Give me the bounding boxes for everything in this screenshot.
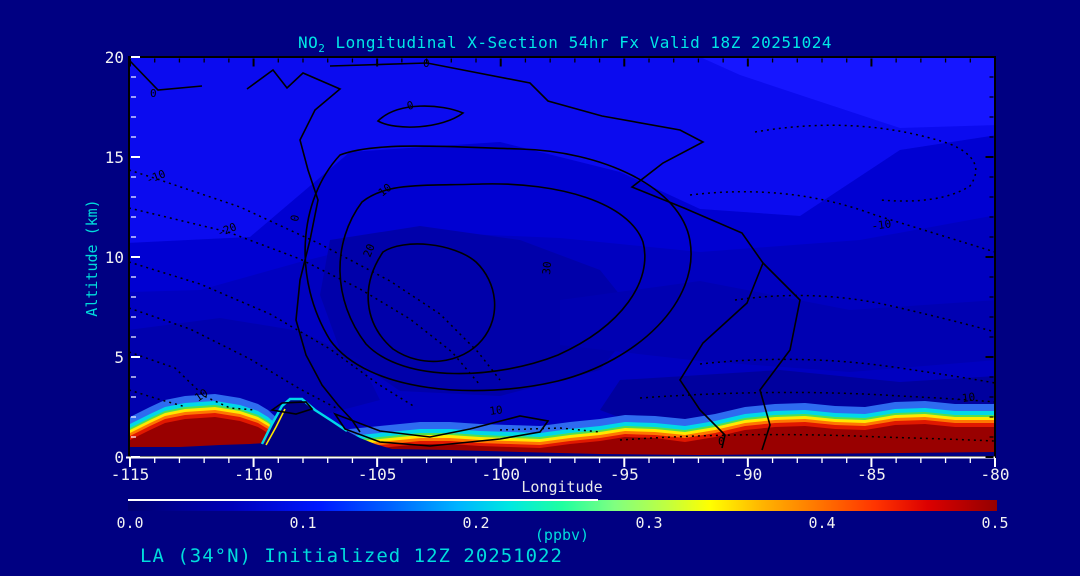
contour-west-meander <box>246 68 361 433</box>
colorbar-axis: 0.0 0.1 0.2 0.3 0.4 0.5 <box>116 514 1008 532</box>
y-axis-title: Altitude (km) <box>83 199 101 316</box>
contour-lines <box>130 59 994 451</box>
fill-band-top <box>130 58 994 243</box>
dotted-left-3 <box>130 261 416 408</box>
colorbar-tick-label: 0.0 <box>116 514 143 532</box>
y-tick-label: 15 <box>105 148 124 167</box>
contour-label: -10 <box>871 217 892 233</box>
colorbar-gradient <box>128 500 997 511</box>
terrain-slope-cyan-stripe <box>260 397 348 445</box>
contour-label: 0 <box>423 57 430 70</box>
contour-zero-topleft <box>130 59 203 91</box>
plot-area: 0 0 0 0 10 20 30 10 0 -10 -20 10 -10 -10 <box>130 57 994 457</box>
colorbar-top-highlight <box>128 499 598 501</box>
y-tick-label: 0 <box>114 448 124 467</box>
dotted-center-small <box>499 427 601 433</box>
contour-loop-10 <box>304 145 692 392</box>
y-tick-label: 20 <box>105 48 124 67</box>
contour-label: 10 <box>192 386 210 404</box>
colorbar-tick-label: 0.4 <box>808 514 835 532</box>
contour-zero-branch <box>759 262 801 451</box>
x-tick-label: -115 <box>111 465 150 484</box>
contour-surface-box <box>269 401 314 415</box>
contour-label: 10 <box>376 181 394 199</box>
terrain-slope-yellow-stripe <box>265 408 286 446</box>
dotted-right-neg10 <box>689 190 994 253</box>
dotted-left-6 <box>130 389 187 408</box>
dotted-right-5 <box>639 391 994 403</box>
plot-title: NO2 Longitudinal X-Section 54hr Fx Valid… <box>298 33 832 55</box>
x-tick-label: -80 <box>981 465 1010 484</box>
plume-darkred <box>130 417 994 457</box>
y-tick-label: 5 <box>114 348 124 367</box>
x-tick-label: -90 <box>733 465 762 484</box>
colorbar-tick-label: 0.1 <box>289 514 316 532</box>
x-tick-label: -95 <box>610 465 639 484</box>
colorbar-units-label: (ppbv) <box>535 526 589 544</box>
contour-zero-main <box>329 62 764 449</box>
x-axis: -115 -110 -105 -100 -95 -90 -85 -80 <box>111 58 1010 484</box>
y-axis: 20 15 10 5 0 <box>105 48 994 467</box>
colorbar <box>128 499 997 511</box>
dotted-right-4 <box>699 358 994 384</box>
dotted-left-4 <box>130 307 339 410</box>
dotted-left-5 <box>130 351 256 411</box>
contour-label: 0 <box>718 435 725 448</box>
y-tick-label: 10 <box>105 248 124 267</box>
contour-label: 0 <box>288 214 302 223</box>
contour-loop-20 <box>339 183 646 375</box>
x-tick-label: -100 <box>481 465 520 484</box>
terrain <box>130 400 994 457</box>
contour-label: -10 <box>955 390 976 406</box>
colorbar-tick-label: 0.5 <box>981 514 1008 532</box>
colorbar-tick-label: 0.2 <box>462 514 489 532</box>
dotted-right-3 <box>734 294 994 333</box>
contour-label: 30 <box>540 261 554 275</box>
fill-patch-rightmid <box>560 281 994 372</box>
dotted-right-6 <box>619 433 994 442</box>
contour-label: 0 <box>405 99 415 113</box>
contour-label: 0 <box>150 87 157 100</box>
colorbar-tick-label: 0.3 <box>635 514 662 532</box>
contour-zero-lens <box>376 105 465 128</box>
fill-band-top-right <box>702 58 994 128</box>
x-axis-title: Longitude <box>521 478 602 496</box>
x-tick-label: -110 <box>234 465 273 484</box>
fill-band-mid <box>130 135 994 292</box>
contour-label: 20 <box>361 242 378 259</box>
x-tick-label: -105 <box>358 465 397 484</box>
contour-label: 10 <box>489 403 504 418</box>
contour-loop-30 <box>367 243 496 363</box>
x-tick-label: -85 <box>857 465 886 484</box>
init-annotation: LA (34°N) Initialized 12Z 20251022 <box>140 545 563 567</box>
contour-surface-loop10 <box>332 412 550 447</box>
